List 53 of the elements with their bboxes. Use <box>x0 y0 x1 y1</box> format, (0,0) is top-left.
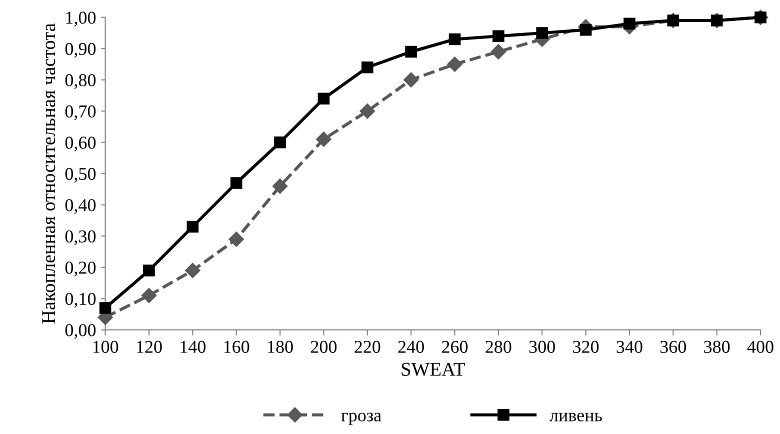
point <box>316 132 332 147</box>
y-tick-label: 0,90 <box>65 42 96 58</box>
y-tick-label: 0,40 <box>65 199 96 214</box>
y-axis-title: Накопленная относительная частота <box>42 23 56 324</box>
y-tick-label: 0,00 <box>65 324 96 339</box>
point <box>143 264 155 276</box>
x-axis-title: SWEAT <box>402 362 465 376</box>
point <box>447 56 462 72</box>
x-tick-label: 300 <box>529 340 555 353</box>
x-tick-label: 380 <box>704 340 730 353</box>
point <box>141 288 157 304</box>
point <box>228 232 244 247</box>
x-tick-label: 140 <box>180 340 206 353</box>
x-tick-label: 220 <box>354 340 380 353</box>
point <box>403 72 419 88</box>
x-tick-label: 280 <box>486 340 512 353</box>
x-tick-label: 240 <box>398 340 424 353</box>
x-tick-label: 340 <box>616 340 642 353</box>
point <box>624 18 636 30</box>
point <box>492 30 504 42</box>
point <box>272 178 288 194</box>
point <box>186 220 199 233</box>
point <box>318 92 330 105</box>
x-tick-label: 260 <box>442 340 468 353</box>
x-tick-label: 200 <box>310 340 337 353</box>
y-tick-label: 1,00 <box>66 12 96 26</box>
x-tick-label: 360 <box>660 340 686 353</box>
legend-label: ливень <box>550 412 602 422</box>
y-tick-label: 0,70 <box>65 105 96 120</box>
x-tick-label: 180 <box>268 340 293 353</box>
y-tick-label: 0,80 <box>65 74 96 89</box>
point <box>274 136 286 148</box>
point <box>185 262 200 278</box>
point <box>230 177 242 189</box>
point <box>361 61 374 74</box>
point <box>448 33 461 46</box>
point <box>536 27 548 39</box>
point <box>360 104 375 119</box>
x-tick-label: 100 <box>93 340 118 353</box>
x-tick-label: 400 <box>747 340 774 353</box>
x-tick-label: 120 <box>137 340 162 353</box>
y-tick-label: 0,60 <box>65 136 96 152</box>
point <box>99 302 112 314</box>
y-tick-label: 0,20 <box>65 262 96 276</box>
point <box>580 24 592 36</box>
y-tick-label: 0,50 <box>65 168 96 183</box>
x-tick-label: 320 <box>573 340 599 353</box>
point <box>490 44 506 60</box>
legend-label: гроза <box>341 412 382 426</box>
point <box>405 46 417 58</box>
y-tick-label: 0,30 <box>65 230 96 246</box>
y-tick-label: 0,10 <box>65 292 96 308</box>
x-tick-label: 160 <box>224 340 250 353</box>
